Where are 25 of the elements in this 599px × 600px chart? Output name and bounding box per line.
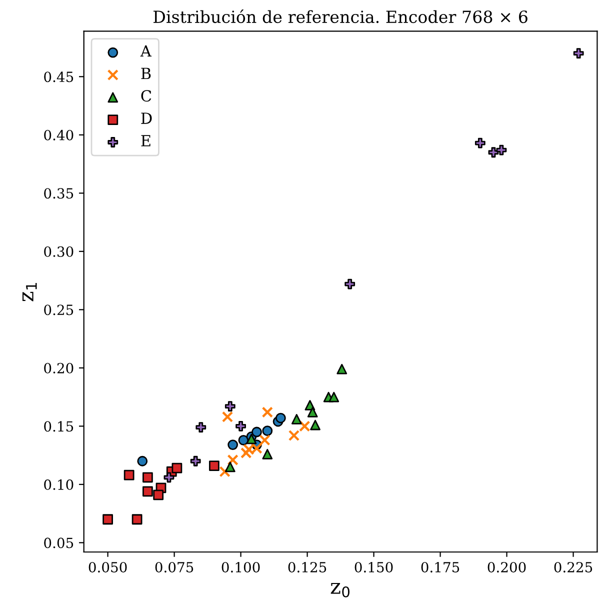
y-tick-label: 0.30 <box>44 246 74 257</box>
legend-label: E <box>141 135 150 146</box>
x-tick-label: 0.050 <box>88 562 127 572</box>
x-tick-label: 0.200 <box>488 562 526 572</box>
y-tick-label: 0.10 <box>44 479 74 490</box>
x-tick-label: 0.125 <box>288 562 326 572</box>
x-tick-label: 0.175 <box>421 562 460 572</box>
y-tick-label: 0.20 <box>44 362 74 374</box>
chart-title: Distribución de referencia. Encoder 768 × 6 <box>154 10 528 24</box>
legend-label: D <box>141 112 152 124</box>
x-axis-title: z$_{0}$ <box>330 582 350 598</box>
y-tick-label: 0.25 <box>44 304 74 316</box>
y-tick-label: 0.40 <box>44 130 74 140</box>
x-tick-label: 0.100 <box>222 562 260 572</box>
legend-label: A <box>140 45 152 57</box>
y-tick-label: 0.45 <box>44 72 74 82</box>
x-tick-label: 0.225 <box>554 562 592 572</box>
y-tick-label: 0.35 <box>44 188 74 199</box>
y-axis-title: z$_{1}$ <box>22 283 37 302</box>
x-tick-label: 0.150 <box>354 562 393 572</box>
x-tick-label: 0.075 <box>155 562 194 572</box>
y-tick-label: 0.15 <box>44 421 74 432</box>
legend-label: B <box>141 68 151 79</box>
legend-label: C <box>141 90 152 102</box>
y-tick-label: 0.05 <box>44 538 74 548</box>
